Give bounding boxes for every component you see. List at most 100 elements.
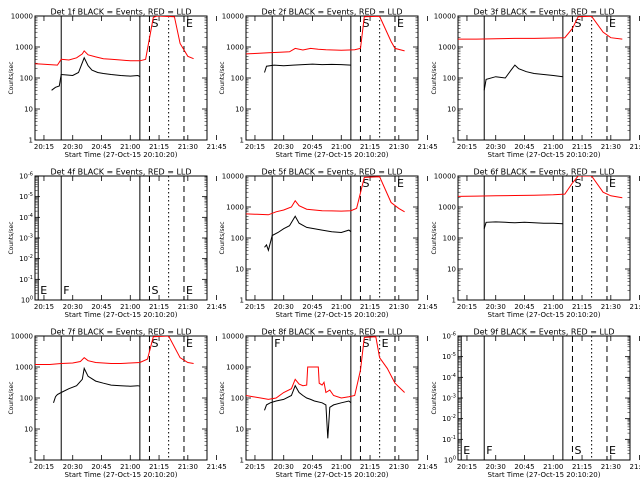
y-tick-label: 1	[240, 297, 244, 305]
marker-label: E	[463, 444, 470, 457]
panel-title: Det 6f BLACK = Events, RED = LLD	[473, 168, 614, 177]
panel-det-8: Det 8f BLACK = Events, RED = LLD 1 10 100 10…	[219, 328, 438, 480]
series-lld-line	[246, 176, 405, 216]
x-axis-label: Start Time (27-Oct-15 20:10:20)	[276, 151, 389, 159]
x-tick-label: 21:15	[572, 463, 592, 471]
x-tick-label: 20:30	[63, 143, 83, 151]
x-axis-label: Start Time (27-Oct-15 20:10:20)	[65, 151, 178, 159]
marker-label: E	[609, 17, 616, 30]
y-tick-label: 10-5	[442, 352, 456, 361]
x-tick-label: 21:45	[417, 303, 437, 311]
x-axis-label: Start Time (27-Oct-15 20:10:20)	[65, 311, 178, 319]
y-tick-label: 10	[235, 266, 244, 274]
x-tick-label: 21:30	[178, 143, 198, 151]
x-tick-label: 20:30	[63, 303, 83, 311]
y-axis-label: Counts/sec	[219, 221, 226, 254]
y-tick-label: 10-3	[19, 234, 33, 243]
panel-det-4: Det 4f BLACK = Events, RED = LLD 100 10-1 1…	[8, 168, 227, 320]
series-lld-line	[458, 176, 623, 199]
y-tick-label: 10-1	[442, 435, 456, 444]
marker-label: E	[397, 177, 404, 190]
x-tick-label: 20:30	[486, 143, 506, 151]
x-tick-label: 21:15	[572, 143, 592, 151]
x-tick-label: 21:15	[360, 143, 380, 151]
series-lld-line	[35, 16, 194, 66]
x-tick-label: 21:30	[601, 463, 621, 471]
x-tick-label: 21:00	[543, 143, 563, 151]
panel-det-3: Det 3f BLACK = Events, RED = LLD 1 10 100 10…	[431, 8, 640, 160]
y-tick-label: 1000	[226, 364, 244, 372]
marker-label: E	[186, 17, 193, 30]
x-tick-label: 20:15	[34, 463, 54, 471]
series-events-line	[264, 63, 351, 73]
y-tick-label: 100	[20, 75, 33, 83]
marker-label: F	[63, 284, 69, 297]
x-tick-label: 21:30	[601, 143, 621, 151]
y-tick-label: 1	[240, 457, 244, 465]
x-tick-label: 21:30	[389, 143, 409, 151]
y-tick-label: 10-1	[19, 275, 33, 284]
y-tick-label: 10000	[434, 173, 456, 181]
y-tick-label: 10000	[11, 13, 33, 21]
series-lld-line	[458, 16, 623, 40]
y-tick-label: 10-2	[19, 254, 33, 263]
y-tick-label: 10	[447, 266, 456, 274]
marker-label: E	[186, 284, 193, 297]
series-events-line	[51, 56, 141, 91]
x-tick-label: 20:30	[63, 463, 83, 471]
x-tick-label: 21:15	[572, 303, 592, 311]
y-axis-label: Counts/sec	[8, 381, 15, 414]
x-tick-label: 20:45	[91, 143, 111, 151]
x-tick-label: 21:30	[178, 303, 198, 311]
marker-label: S	[574, 177, 581, 190]
y-tick-label: 10	[235, 106, 244, 114]
marker-label: E	[609, 177, 616, 190]
panel-title: Det 4f BLACK = Events, RED = LLD	[50, 168, 191, 177]
y-tick-label: 10	[24, 106, 33, 114]
series-lld-line	[35, 336, 194, 365]
x-tick-label: 20:15	[457, 463, 477, 471]
x-tick-label: 21:00	[331, 143, 351, 151]
x-tick-label: 20:30	[274, 303, 294, 311]
x-tick-label: 20:15	[245, 463, 265, 471]
y-tick-label: 1000	[15, 44, 33, 52]
x-tick-label: 21:15	[360, 303, 380, 311]
x-tick-label: 20:30	[486, 463, 506, 471]
y-tick-label: 1	[29, 137, 33, 145]
x-tick-label: 21:00	[331, 463, 351, 471]
y-tick-label: 100	[443, 75, 456, 83]
x-tick-label: 21:15	[149, 303, 169, 311]
y-tick-label: 1	[240, 137, 244, 145]
x-tick-label: 20:15	[34, 143, 54, 151]
y-tick-label: 100	[231, 395, 244, 403]
y-axis-label: Counts/sec	[431, 381, 438, 414]
y-tick-label: 10	[235, 426, 244, 434]
y-tick-label: 1	[29, 457, 33, 465]
y-tick-label: 100	[20, 395, 33, 403]
x-tick-label: 20:45	[302, 303, 322, 311]
x-tick-label: 20:15	[34, 303, 54, 311]
x-tick-label: 21:15	[149, 143, 169, 151]
y-tick-label: 1000	[15, 364, 33, 372]
y-tick-label: 10000	[222, 173, 244, 181]
x-tick-label: 20:30	[274, 463, 294, 471]
y-tick-label: 1	[452, 137, 456, 145]
y-axis-label: Counts/sec	[219, 61, 226, 94]
marker-label: E	[397, 17, 404, 30]
x-axis-label: Start Time (27-Oct-15 20:10:20)	[276, 471, 389, 479]
x-tick-label: 20:15	[245, 303, 265, 311]
x-tick-label: 21:30	[178, 463, 198, 471]
x-axis-label: Start Time (27-Oct-15 20:10:20)	[276, 311, 389, 319]
y-tick-label: 1000	[438, 44, 456, 52]
panel-title: Det 2f BLACK = Events, RED = LLD	[261, 8, 402, 17]
series-events-line	[264, 215, 352, 253]
y-tick-label: 1000	[438, 204, 456, 212]
y-tick-label: 10-2	[442, 414, 456, 423]
series-events-line	[483, 221, 563, 229]
y-tick-label: 10-6	[442, 332, 456, 341]
y-tick-label: 10000	[222, 13, 244, 21]
y-tick-label: 10000	[11, 333, 33, 341]
y-tick-label: 10	[447, 106, 456, 114]
x-tick-label: 21:45	[629, 303, 640, 311]
